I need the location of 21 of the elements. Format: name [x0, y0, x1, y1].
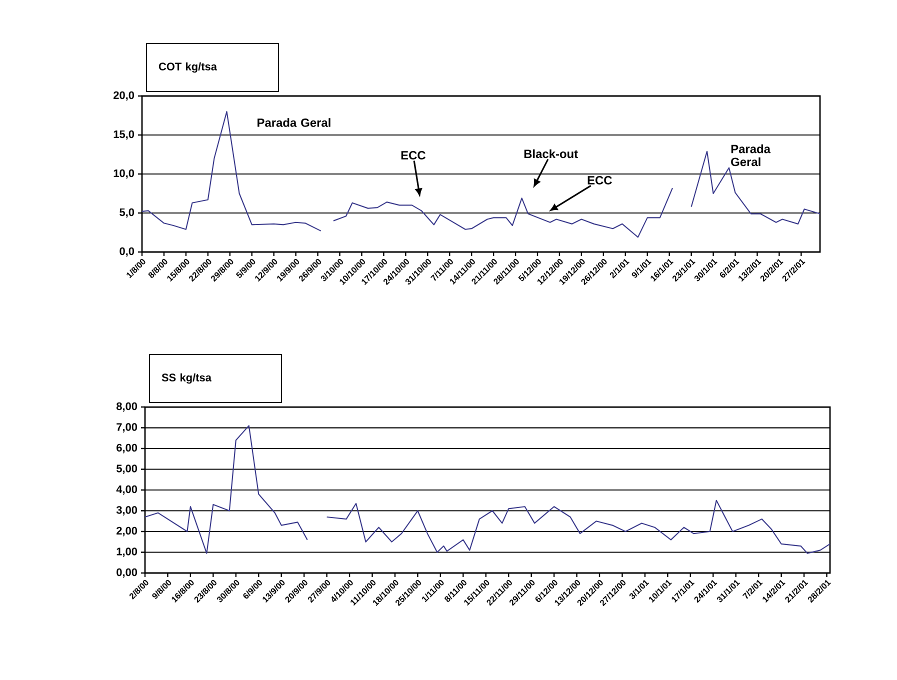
y-tick-label: 1,00 — [116, 548, 138, 557]
y-tick-label: 2,00 — [116, 526, 138, 536]
y-tick-label: 7,00 — [116, 423, 138, 432]
chart-title: SS kg/tsa — [162, 373, 212, 384]
annotation: Black-out — [524, 149, 578, 158]
y-tick-label: 6,00 — [116, 444, 138, 454]
y-tick-label: 20,0 — [114, 91, 134, 101]
y-tick-label: 8,00 — [116, 402, 138, 412]
y-tick-label: 5,0 — [120, 208, 134, 218]
annotation: ECC — [401, 151, 426, 160]
annotation: ECC — [588, 176, 612, 184]
y-tick-label: 0,0 — [120, 247, 134, 257]
chart-title: COT kg/tsa — [158, 62, 218, 73]
y-tick-label: 10,0 — [114, 169, 134, 179]
y-tick-label: 3,00 — [116, 506, 138, 516]
annotation: Parada Geral — [258, 118, 330, 127]
y-tick-label: 0,00 — [116, 568, 138, 578]
y-tick-label: 4,00 — [116, 485, 138, 495]
annotation: Parada Geral — [731, 144, 771, 166]
y-tick-label: 15,0 — [114, 130, 134, 140]
y-tick-label: 5,00 — [116, 464, 138, 474]
